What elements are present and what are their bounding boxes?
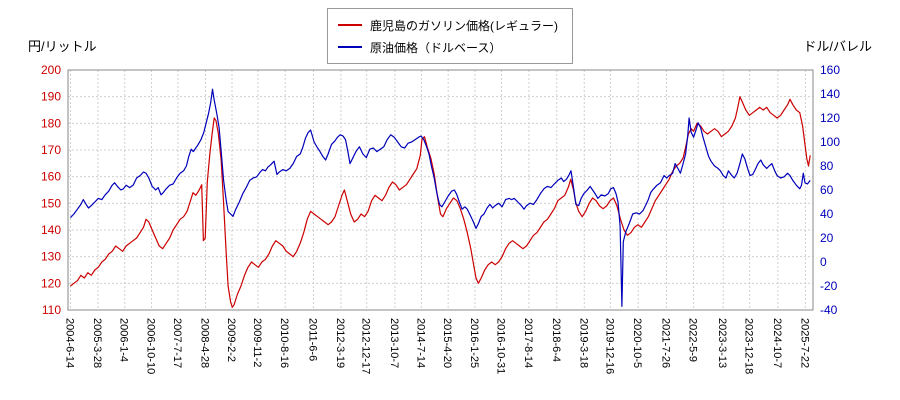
right-axis-tick-label: 140 — [820, 87, 840, 101]
gasoline-line-swatch — [338, 24, 362, 26]
x-axis-tick-label: 2006-1-4 — [118, 318, 130, 362]
crude-line-swatch — [338, 46, 362, 48]
x-axis-tick-label: 2016-1-25 — [468, 318, 480, 368]
legend-label-crude: 原油価格（ドルベース） — [370, 40, 502, 55]
x-axis-tick-label: 2005-3-28 — [91, 318, 103, 368]
right-axis-tick-label: 100 — [820, 135, 840, 149]
legend-item-gasoline: 鹿児島のガソリン価格(レギュラー) — [338, 14, 558, 36]
left-axis-tick-label: 120 — [41, 276, 61, 290]
x-axis-tick-label: 2014-7-14 — [414, 318, 426, 368]
right-axis-tick-label: 120 — [820, 111, 840, 125]
left-axis-tick-label: 200 — [41, 63, 61, 77]
x-axis-tick-label: 2022-5-9 — [687, 318, 699, 362]
x-axis-tick-label: 2015-4-20 — [441, 318, 453, 368]
x-axis-tick-label: 2024-10-7 — [771, 318, 783, 368]
x-axis-tick-label: 2004-6-14 — [63, 318, 75, 368]
left-axis-unit-label: 円/リットル — [28, 39, 97, 54]
x-axis-tick-label: 2023-3-13 — [716, 318, 728, 368]
x-axis-tick-label: 2023-12-18 — [743, 318, 755, 374]
left-axis-tick-label: 150 — [41, 196, 61, 210]
right-axis-tick-label: 0 — [820, 255, 827, 269]
x-axis-tick-label: 2020-10-5 — [631, 318, 643, 368]
x-axis-tick-label: 2011-6-6 — [306, 318, 318, 361]
x-axis-tick-label: 2017-8-14 — [522, 318, 534, 368]
x-axis-tick-label: 2016-10-31 — [494, 318, 506, 374]
right-axis-tick-label: 80 — [820, 159, 834, 173]
right-axis-unit-label: ドル/バレル — [803, 39, 872, 54]
x-axis-tick-label: 2012-3-19 — [334, 318, 346, 368]
right-axis-tick-label: 60 — [820, 183, 834, 197]
legend-label-gasoline: 鹿児島のガソリン価格(レギュラー) — [370, 18, 558, 33]
x-axis-tick-label: 2018-6-4 — [550, 318, 562, 362]
x-axis-tick-label: 2021-7-26 — [659, 318, 671, 368]
x-axis-tick-label: 2008-4-28 — [199, 318, 211, 368]
right-axis-tick-label: -40 — [820, 303, 838, 317]
plot-border — [67, 69, 814, 311]
right-axis-tick-label: 40 — [820, 207, 834, 221]
x-axis-tick-label: 2012-12-17 — [360, 318, 372, 374]
x-axis-tick-label: 2009-11-2 — [251, 318, 263, 367]
x-axis-tick-label: 2019-12-16 — [603, 318, 615, 374]
left-axis-tick-label: 130 — [41, 250, 61, 264]
left-axis-tick-label: 110 — [42, 303, 61, 317]
x-axis-tick-label: 2013-10-7 — [388, 318, 400, 368]
left-axis-tick-label: 160 — [41, 170, 61, 184]
legend: 鹿児島のガソリン価格(レギュラー) 原油価格（ドルベース） — [327, 8, 573, 64]
legend-item-crude: 原油価格（ドルベース） — [338, 36, 558, 58]
right-axis-tick-label: 20 — [820, 231, 834, 245]
x-axis-tick-label: 2006-10-10 — [145, 318, 157, 374]
left-axis-tick-label: 170 — [41, 143, 61, 157]
x-axis-tick-label: 2009-2-2 — [225, 318, 237, 362]
left-axis-tick-label: 140 — [41, 223, 61, 237]
right-axis-tick-label: -20 — [820, 279, 838, 293]
x-axis-tick-label: 2010-8-16 — [278, 318, 290, 368]
crude-oil-price-line — [69, 88, 811, 307]
left-axis-tick-label: 180 — [41, 116, 61, 130]
right-axis-tick-label: 160 — [820, 63, 840, 77]
left-axis-tick-label: 190 — [41, 90, 61, 104]
x-axis-tick-label: 2025-7-22 — [798, 318, 810, 368]
gasoline-price-line — [70, 96, 811, 308]
x-axis-tick-label: 2019-3-18 — [577, 318, 589, 368]
x-axis-tick-label: 2007-7-17 — [171, 318, 183, 368]
